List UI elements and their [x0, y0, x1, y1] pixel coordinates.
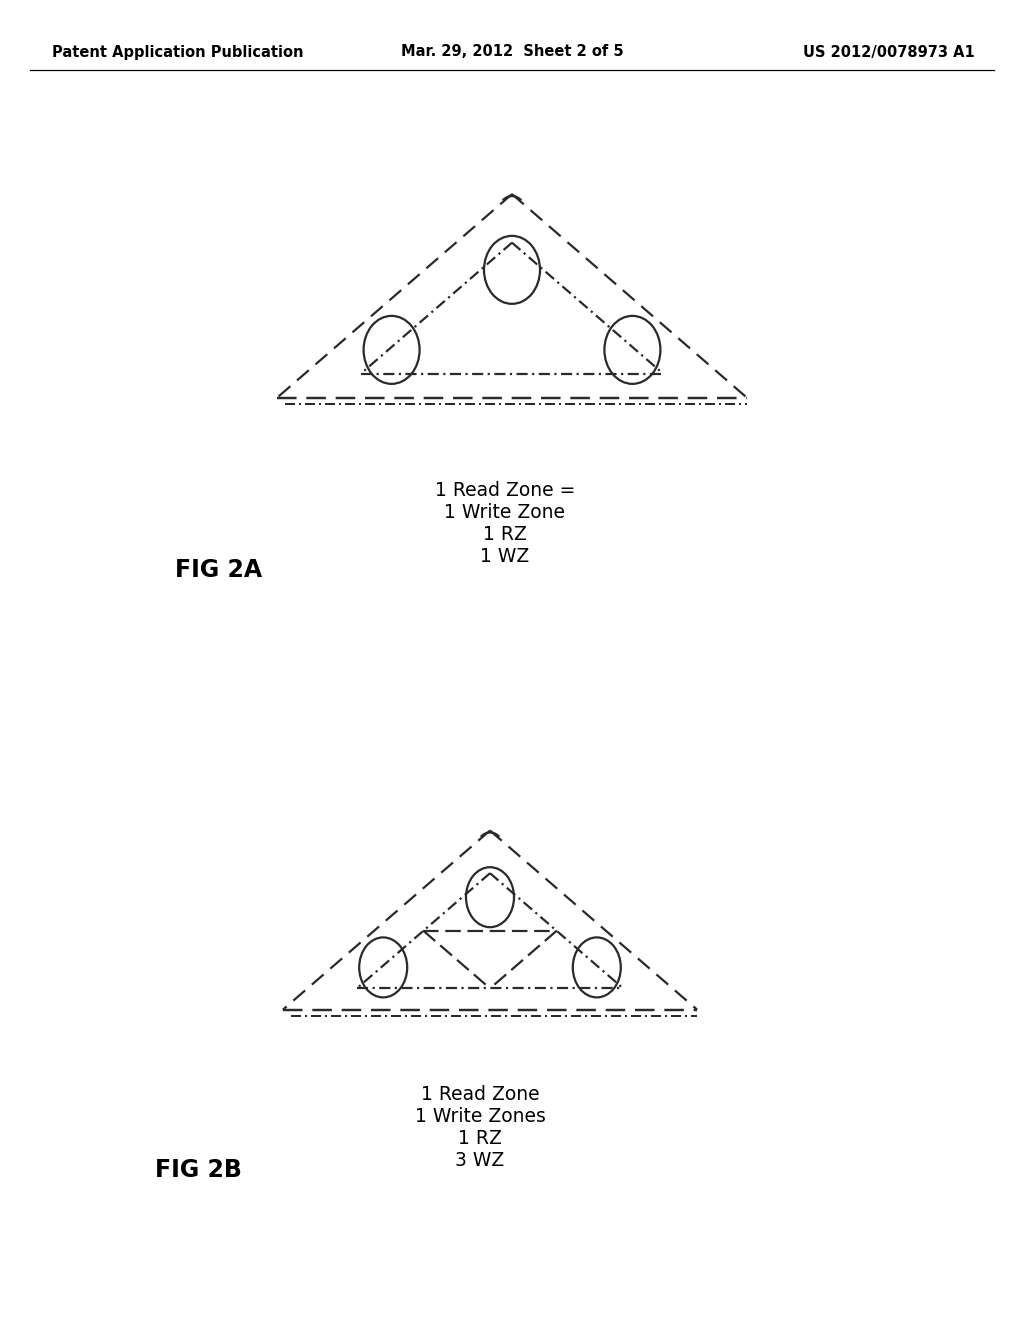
Text: FIG 2A: FIG 2A	[175, 558, 262, 582]
Text: 1 Read Zone: 1 Read Zone	[421, 1085, 540, 1105]
Text: 1 Write Zones: 1 Write Zones	[415, 1107, 546, 1126]
Text: Mar. 29, 2012  Sheet 2 of 5: Mar. 29, 2012 Sheet 2 of 5	[400, 45, 624, 59]
Text: US 2012/0078973 A1: US 2012/0078973 A1	[803, 45, 975, 59]
Text: FIG 2B: FIG 2B	[155, 1158, 242, 1181]
Text: 1 WZ: 1 WZ	[480, 546, 529, 565]
Text: 1 Read Zone =: 1 Read Zone =	[435, 480, 575, 499]
Text: 1 Write Zone: 1 Write Zone	[444, 503, 565, 521]
Text: 1 RZ: 1 RZ	[458, 1130, 502, 1148]
Text: 1 RZ: 1 RZ	[483, 524, 527, 544]
Text: 3 WZ: 3 WZ	[456, 1151, 505, 1171]
Text: Patent Application Publication: Patent Application Publication	[52, 45, 303, 59]
